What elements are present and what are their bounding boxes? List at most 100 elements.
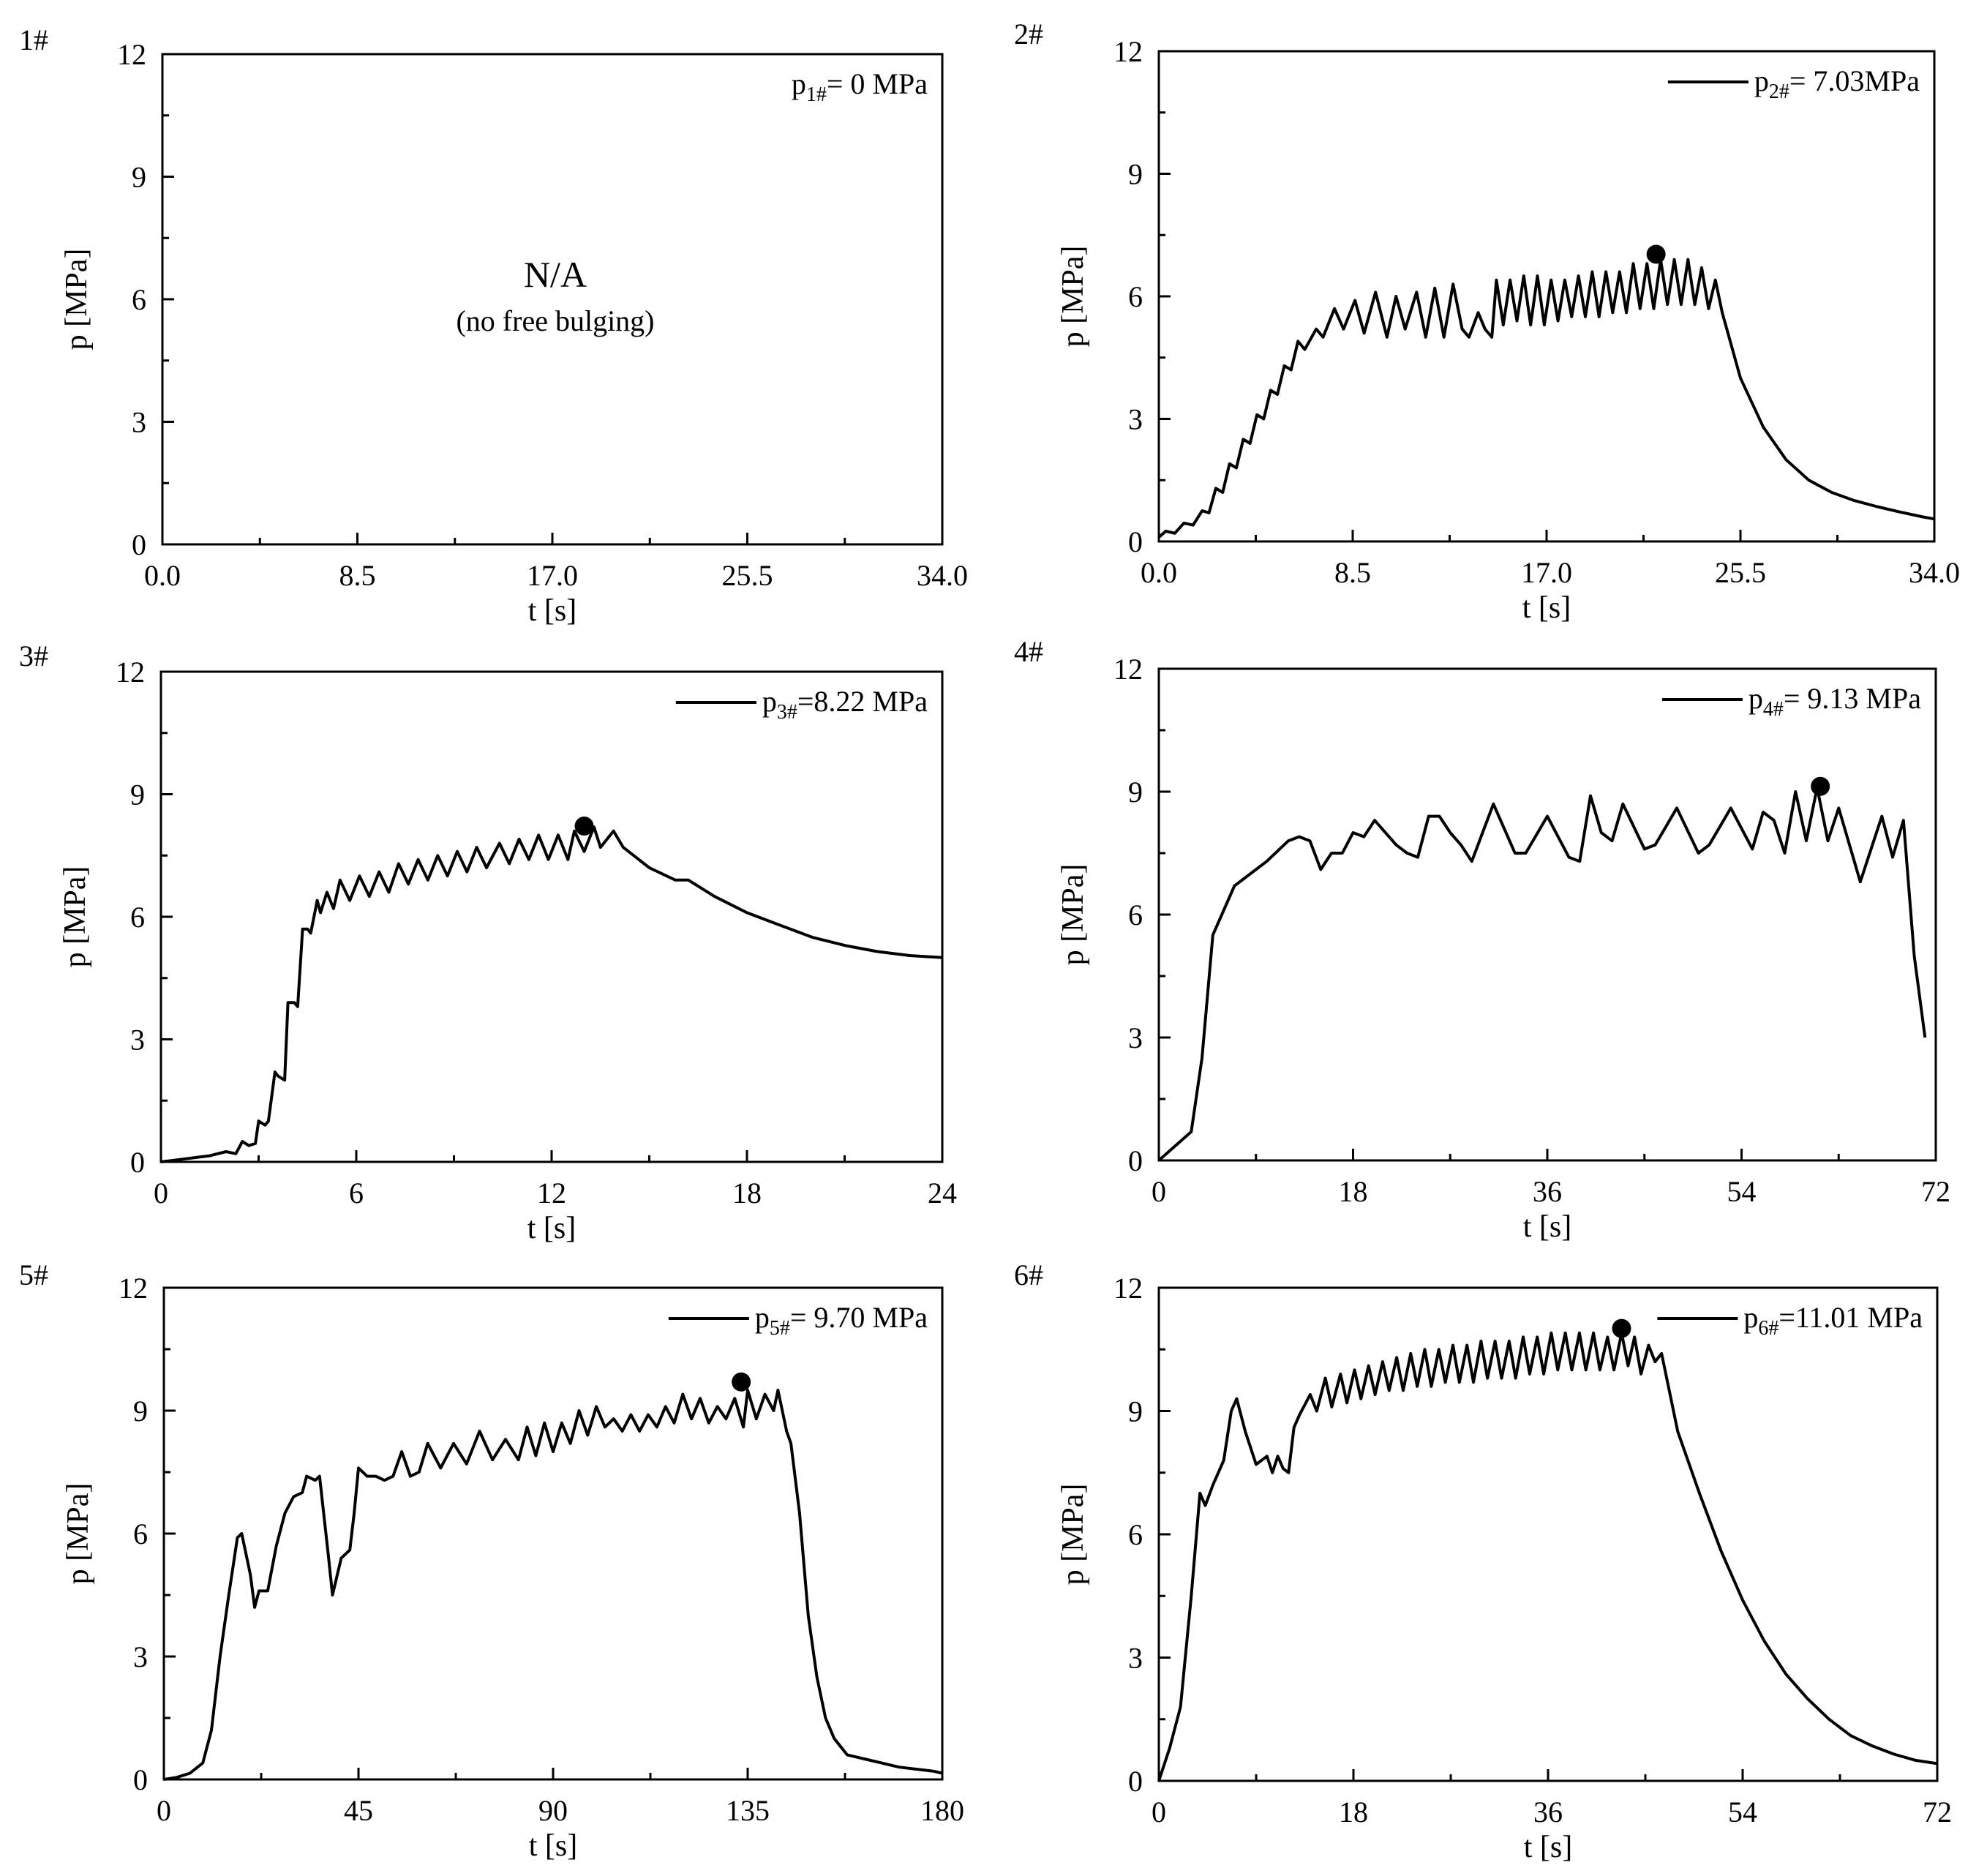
series-line-p4# [1157,786,1927,1162]
y-tick-label: 3 [130,1024,145,1057]
plot-frame [1157,667,1937,1162]
x-tick-label: 36 [1533,1796,1563,1828]
legend-label: p6#=11.01 MPa [1743,1301,1923,1340]
series-line-p2# [1157,258,1935,539]
y-tick-label: 3 [1128,1642,1143,1675]
y-tick-label: 0 [132,528,146,561]
series-line-p5# [163,1389,943,1781]
y-tick-label: 12 [1113,35,1143,68]
x-tick-label: 17.0 [1521,556,1572,589]
x-tick-label: 18 [1339,1175,1368,1208]
y-tick-label: 12 [1113,1272,1143,1305]
x-tick-label: 18 [732,1177,762,1209]
y-tick-label: 0 [1128,525,1143,558]
y-axis-label: p [MPa] [59,866,92,968]
x-tick-label: 0 [157,1794,171,1827]
y-tick-label: 6 [1128,1518,1143,1551]
x-tick-label: 72 [1921,1175,1950,1208]
x-tick-label: 90 [538,1794,568,1827]
x-tick-label: 0 [1152,1175,1166,1208]
series-line-p6# [1157,1331,1938,1782]
panel-5: 5# 0 45 90 135 180 0 3 6 9 12 t [s] p [MPa] p5#= 9.70… [19,1258,964,1863]
panel-label: 2# [1014,18,1043,50]
y-axis-label: p [MPa] [61,1483,95,1585]
y-tick-label: 3 [132,406,146,439]
x-tick-label: 25.5 [722,559,773,592]
plot-frame [1157,1286,1939,1782]
x-axis-label: t [s] [528,594,577,628]
x-axis-label: t [s] [1523,1210,1572,1244]
x-tick-label: 45 [344,1794,373,1827]
x-tick-label: 0 [1152,1796,1166,1828]
x-tick-label: 0 [154,1177,168,1209]
x-tick-label: 8.5 [339,559,376,592]
x-axis-label: t [s] [527,1212,576,1245]
annotation-title: N/A [524,254,587,295]
x-tick-label: 54 [1727,1175,1757,1208]
legend-label: p3#=8.22 MPa [762,685,928,724]
y-axis-label: p [MPa] [1056,246,1090,348]
legend-label: p1#= 0 MPa [792,67,928,106]
max-pressure-point [1612,1318,1631,1338]
x-tick-label: 0.0 [1141,556,1177,589]
y-tick-label: 3 [133,1640,148,1673]
y-tick-label: 9 [130,778,145,811]
x-tick-label: 34.0 [917,559,968,592]
y-tick-label: 0 [133,1763,148,1796]
y-tick-label: 6 [1128,898,1143,931]
plot-frame [159,670,944,1163]
panel-label: 5# [19,1258,48,1291]
y-tick-label: 6 [1128,280,1143,313]
x-tick-label: 135 [726,1794,770,1827]
x-tick-label: 12 [537,1177,566,1209]
panel-label: 6# [1014,1258,1043,1291]
panel-label: 4# [1014,635,1043,668]
max-pressure-point [1811,776,1830,796]
y-tick-label: 3 [1128,1021,1143,1054]
y-axis-label: p [MPa] [1056,864,1090,966]
y-tick-label: 9 [1128,158,1143,191]
x-axis-label: t [s] [529,1829,578,1863]
max-pressure-point [574,817,594,836]
y-tick-label: 0 [1128,1765,1143,1798]
series-line-p3# [160,825,943,1163]
x-tick-label: 8.5 [1334,556,1371,589]
legend-label: p4#= 9.13 MPa [1749,682,1921,721]
y-tick-label: 0 [1128,1144,1143,1177]
x-tick-label: 72 [1923,1796,1952,1828]
plot-frame [1157,50,1936,543]
y-tick-label: 9 [133,1395,148,1427]
y-tick-label: 12 [119,1272,148,1305]
max-pressure-point [732,1372,751,1392]
x-tick-label: 0.0 [144,559,181,592]
panel-label: 1# [19,23,48,56]
plot-frame [161,53,944,546]
y-tick-label: 12 [116,656,145,689]
y-tick-label: 6 [133,1517,148,1550]
panel-label: 3# [19,639,48,672]
x-axis-label: t [s] [1522,591,1571,625]
legend-label: p2#= 7.03MPa [1754,64,1920,103]
x-axis-label: t [s] [1524,1831,1573,1864]
panel-2: 2# 0.0 8.5 17.0 25.5 34.0 0 3 6 9 12 t [s] p [MPa] p2… [1014,18,1960,625]
y-tick-label: 6 [130,901,145,934]
x-tick-label: 180 [920,1794,964,1827]
y-tick-label: 12 [1113,653,1143,686]
y-axis-label: p [MPa] [1056,1484,1090,1586]
y-axis-label: p [MPa] [60,249,94,350]
y-tick-label: 0 [130,1146,145,1179]
x-tick-label: 54 [1728,1796,1757,1828]
legend-label: p5#= 9.70 MPa [755,1301,928,1340]
panel-1: 1# 0.0 8.5 17.0 25.5 34.0 0 3 6 9 12 t [s] p [MPa] p1… [19,23,968,628]
x-tick-label: 36 [1533,1175,1562,1208]
y-tick-label: 9 [132,161,146,194]
y-tick-label: 12 [117,38,146,71]
max-pressure-point [1646,244,1666,264]
x-tick-label: 25.5 [1715,556,1766,589]
x-tick-label: 18 [1339,1796,1368,1828]
x-tick-label: 17.0 [527,559,578,592]
